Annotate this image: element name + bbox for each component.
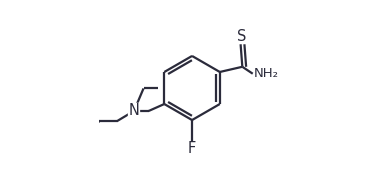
Text: N: N [129,103,140,118]
Text: F: F [188,141,196,156]
Text: NH₂: NH₂ [254,67,279,80]
Text: S: S [237,29,246,44]
